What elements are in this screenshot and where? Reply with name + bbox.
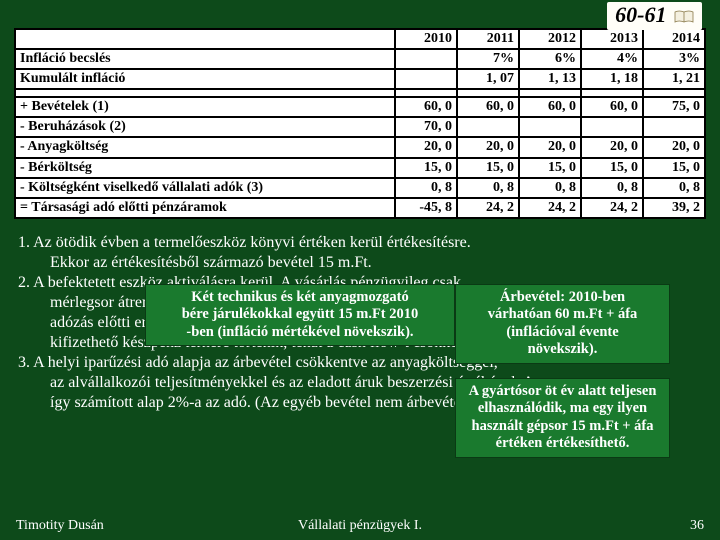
header-year: 2014 xyxy=(643,29,705,49)
row-label: Infláció becslés xyxy=(15,49,395,69)
footer: Timotity Dusán Vállalati pénzügyek I. 36 xyxy=(0,518,720,534)
header-year: 2010 xyxy=(395,29,457,49)
cell: 0, 8 xyxy=(581,178,643,198)
cell xyxy=(581,117,643,137)
cell xyxy=(395,49,457,69)
cell: 3% xyxy=(643,49,705,69)
cell: 15, 0 xyxy=(457,158,519,178)
cell: 1, 13 xyxy=(519,69,581,89)
cell: 39, 2 xyxy=(643,198,705,218)
cell: 60, 0 xyxy=(395,97,457,117)
page-number-badge: 60-61 xyxy=(607,2,702,30)
cell: 60, 0 xyxy=(519,97,581,117)
header-year: 2011 xyxy=(457,29,519,49)
row-label: - Anyagköltség xyxy=(15,137,395,157)
spacer-cell xyxy=(15,89,395,97)
footer-slide-no: 36 xyxy=(475,518,704,534)
header-label xyxy=(15,29,395,49)
overlay-revenue: Árbevétel: 2010-benvárhatóan 60 m.Ft + á… xyxy=(455,284,670,364)
cell: 4% xyxy=(581,49,643,69)
cell: 20, 0 xyxy=(457,137,519,157)
cell: -45, 8 xyxy=(395,198,457,218)
footer-author: Timotity Dusán xyxy=(16,518,245,534)
cell: 0, 8 xyxy=(395,178,457,198)
spacer-cell xyxy=(581,89,643,97)
spacer-cell xyxy=(643,89,705,97)
cell: 0, 8 xyxy=(457,178,519,198)
cell: 15, 0 xyxy=(519,158,581,178)
cell: 15, 0 xyxy=(395,158,457,178)
cell: 15, 0 xyxy=(581,158,643,178)
row-label: = Társasági adó előtti pénzáramok xyxy=(15,198,395,218)
cell: 20, 0 xyxy=(519,137,581,157)
cell: 1, 21 xyxy=(643,69,705,89)
header-year: 2012 xyxy=(519,29,581,49)
cell xyxy=(519,117,581,137)
cell: 70, 0 xyxy=(395,117,457,137)
cell: 20, 0 xyxy=(581,137,643,157)
cell: 1, 07 xyxy=(457,69,519,89)
cell: 6% xyxy=(519,49,581,69)
note-line: Ekkor az értékesítésből származó bevétel… xyxy=(18,253,702,273)
row-label: Kumulált infláció xyxy=(15,69,395,89)
header-year: 2013 xyxy=(581,29,643,49)
cell: 24, 2 xyxy=(581,198,643,218)
cell xyxy=(457,117,519,137)
cell xyxy=(643,117,705,137)
cell xyxy=(395,69,457,89)
overlay-asset: A gyártósor öt év alatt teljesenelhaszná… xyxy=(455,378,670,458)
cell: 60, 0 xyxy=(581,97,643,117)
row-label: - Bérköltség xyxy=(15,158,395,178)
spacer-cell xyxy=(519,89,581,97)
note-line: 1. Az ötödik évben a termelőeszköz könyv… xyxy=(18,233,702,253)
finance-table: 20102011201220132014 Infláció becslés 7%6%… xyxy=(14,28,706,219)
cell: 24, 2 xyxy=(457,198,519,218)
cell: 1, 18 xyxy=(581,69,643,89)
row-label: + Bevételek (1) xyxy=(15,97,395,117)
row-label: - Költségként viselkedő vállalati adók (… xyxy=(15,178,395,198)
footer-title: Vállalati pénzügyek I. xyxy=(245,518,474,534)
cell: 0, 8 xyxy=(519,178,581,198)
cell: 15, 0 xyxy=(643,158,705,178)
cell: 0, 8 xyxy=(643,178,705,198)
cell: 60, 0 xyxy=(457,97,519,117)
cell: 7% xyxy=(457,49,519,69)
book-icon xyxy=(674,4,694,30)
spacer-cell xyxy=(457,89,519,97)
row-label: - Beruházások (2) xyxy=(15,117,395,137)
cell: 75, 0 xyxy=(643,97,705,117)
cell: 24, 2 xyxy=(519,198,581,218)
spacer-cell xyxy=(395,89,457,97)
cell: 20, 0 xyxy=(395,137,457,157)
page-number: 60-61 xyxy=(615,2,666,27)
overlay-wages: Két technikus és két anyagmozgatóbére já… xyxy=(145,284,455,346)
cell: 20, 0 xyxy=(643,137,705,157)
